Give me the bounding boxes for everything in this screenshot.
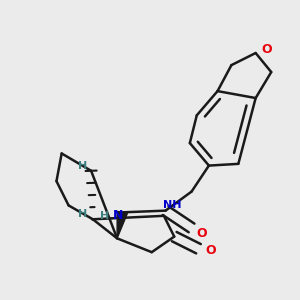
Polygon shape [117, 211, 128, 238]
Text: O: O [196, 226, 207, 240]
Text: NH: NH [163, 200, 182, 210]
Text: H: H [78, 209, 87, 219]
Text: H: H [100, 211, 110, 221]
Text: O: O [205, 244, 216, 257]
Text: O: O [261, 43, 272, 56]
Text: H: H [78, 160, 87, 171]
Text: N: N [113, 209, 123, 222]
